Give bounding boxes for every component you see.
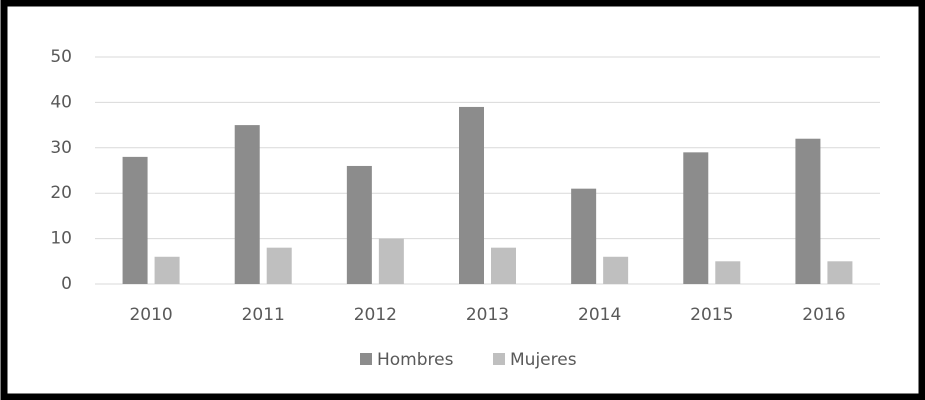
x-tick-label: 2012 — [354, 305, 397, 325]
bar — [459, 106, 484, 284]
bar — [378, 238, 404, 284]
bar — [603, 256, 629, 284]
y-tick-label: 0 — [61, 274, 72, 294]
bar — [154, 256, 180, 284]
bar — [571, 188, 597, 284]
x-tick-label: 2016 — [802, 305, 845, 325]
bar — [491, 247, 516, 284]
bar — [715, 261, 741, 284]
x-tick-label: 2010 — [129, 305, 172, 325]
y-tick-label: 30 — [50, 138, 72, 158]
legend-swatch — [493, 353, 505, 365]
x-tick-label: 2015 — [690, 305, 733, 325]
bar — [346, 165, 372, 284]
y-tick-label: 50 — [50, 47, 72, 67]
bar — [827, 261, 853, 284]
legend-swatch — [360, 353, 372, 365]
y-tick-label: 20 — [50, 183, 72, 203]
x-tick-label: 2011 — [242, 305, 285, 325]
legend-label: Hombres — [377, 350, 454, 370]
bar — [795, 138, 821, 284]
y-tick-label: 40 — [50, 92, 72, 112]
legend-label: Mujeres — [510, 350, 577, 370]
x-tick-label: 2014 — [578, 305, 621, 325]
x-tick-label: 2013 — [466, 305, 509, 325]
bar — [122, 156, 148, 284]
bar — [266, 247, 292, 284]
bar — [234, 125, 260, 284]
y-tick-label: 10 — [50, 229, 72, 249]
bar — [683, 152, 709, 284]
